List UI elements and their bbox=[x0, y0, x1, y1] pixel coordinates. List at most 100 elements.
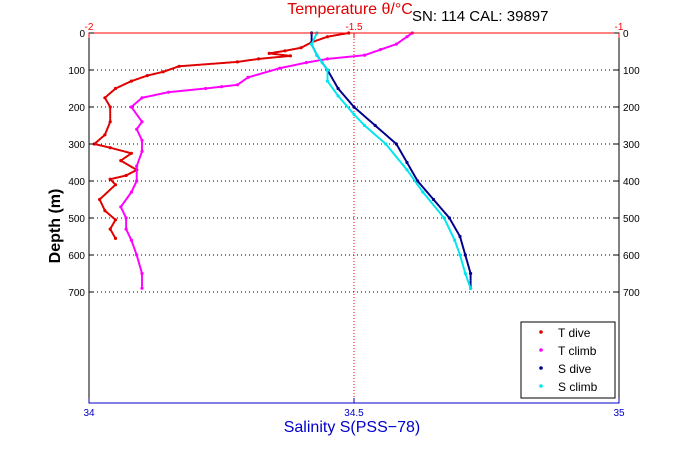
legend-label: S dive bbox=[558, 362, 592, 376]
y-tick-label-left: 100 bbox=[68, 66, 85, 77]
data-point bbox=[135, 253, 139, 257]
data-point bbox=[373, 123, 377, 128]
y-tick-label-left: 500 bbox=[68, 214, 85, 225]
data-point bbox=[394, 142, 398, 146]
data-point bbox=[453, 238, 457, 242]
data-point bbox=[204, 86, 208, 91]
data-point bbox=[421, 190, 425, 194]
data-point bbox=[405, 35, 409, 39]
data-point bbox=[129, 238, 133, 242]
data-point bbox=[363, 123, 367, 128]
data-point bbox=[108, 227, 112, 231]
y-tick-label-left: 200 bbox=[68, 103, 85, 114]
data-point bbox=[140, 120, 144, 124]
data-point bbox=[469, 271, 473, 276]
data-point bbox=[124, 173, 128, 178]
data-point bbox=[431, 197, 436, 202]
data-point bbox=[119, 159, 123, 163]
data-point bbox=[145, 74, 149, 78]
data-point bbox=[129, 79, 133, 83]
data-point bbox=[458, 253, 462, 257]
data-point bbox=[384, 142, 388, 146]
legend-label: T dive bbox=[558, 326, 591, 340]
y-tick-label-right: 0 bbox=[623, 29, 629, 40]
data-point bbox=[310, 42, 314, 46]
data-point bbox=[98, 197, 102, 202]
x-bottom-tick-label: 34 bbox=[83, 408, 95, 419]
data-point bbox=[315, 53, 319, 57]
data-point bbox=[135, 164, 139, 168]
data-point bbox=[140, 271, 144, 276]
data-point bbox=[235, 60, 239, 64]
data-point bbox=[469, 286, 473, 290]
data-point bbox=[235, 83, 239, 87]
data-point bbox=[140, 138, 144, 142]
legend-label: S climb bbox=[558, 380, 598, 394]
data-point bbox=[336, 94, 340, 98]
data-point bbox=[378, 48, 383, 52]
chart-title: Temperature θ/°C bbox=[287, 1, 413, 18]
data-point bbox=[442, 216, 446, 220]
y-tick-label-right: 600 bbox=[623, 251, 640, 262]
data-point bbox=[103, 133, 107, 137]
x-top-tick-label: -2 bbox=[85, 22, 94, 33]
data-point bbox=[119, 205, 123, 209]
data-point bbox=[135, 179, 139, 183]
series-trace bbox=[92, 32, 350, 240]
data-point bbox=[129, 190, 133, 194]
series-s-dive bbox=[310, 31, 473, 290]
y-tick-label-left: 700 bbox=[68, 288, 85, 299]
data-point bbox=[283, 49, 287, 53]
data-point bbox=[108, 105, 112, 109]
x-bottom-tick-label: 34.5 bbox=[344, 408, 364, 419]
data-point bbox=[463, 253, 467, 257]
y-tick-label-right: 400 bbox=[623, 177, 640, 188]
data-point bbox=[140, 286, 144, 290]
data-point bbox=[447, 216, 451, 220]
data-point bbox=[129, 105, 133, 109]
depth-gridlines bbox=[89, 32, 619, 403]
data-point bbox=[463, 271, 467, 276]
data-point bbox=[108, 177, 112, 181]
y-axis-label: Depth (m) bbox=[47, 189, 64, 264]
data-point bbox=[299, 46, 303, 50]
data-point bbox=[113, 236, 118, 240]
data-point bbox=[113, 86, 118, 91]
data-point bbox=[325, 68, 330, 72]
data-point bbox=[140, 149, 144, 153]
data-point bbox=[113, 218, 118, 222]
data-point bbox=[405, 168, 409, 172]
legend-marker bbox=[539, 330, 543, 334]
y-tick-label-left: 400 bbox=[68, 177, 85, 188]
data-point bbox=[177, 64, 181, 68]
data-point bbox=[124, 227, 128, 231]
data-point bbox=[103, 96, 107, 100]
data-point bbox=[246, 75, 250, 79]
data-point bbox=[325, 57, 330, 61]
series-t-climb bbox=[119, 31, 414, 290]
data-point bbox=[352, 105, 356, 109]
y-tick-label-right: 200 bbox=[623, 103, 640, 114]
data-point bbox=[166, 90, 171, 94]
y-tick-label-right: 700 bbox=[623, 288, 640, 299]
legend-label: T climb bbox=[558, 344, 597, 358]
data-point bbox=[352, 112, 356, 116]
data-point bbox=[113, 183, 118, 187]
series-trace bbox=[310, 32, 472, 290]
axis-ticks: 0 0 100 100 200 200 300 300 400 400 500 500 600 600 70… bbox=[68, 22, 640, 419]
data-point bbox=[124, 216, 128, 220]
x-top-tick-label: -1 bbox=[615, 22, 624, 33]
series-t-dive bbox=[92, 31, 351, 240]
data-point bbox=[394, 42, 398, 46]
legend-marker bbox=[539, 348, 543, 352]
legend: T dive T climb S dive S climb bbox=[520, 321, 616, 399]
data-point bbox=[363, 53, 367, 57]
data-marks bbox=[92, 31, 473, 290]
legend-marker bbox=[539, 366, 543, 370]
data-point bbox=[103, 209, 107, 213]
y-tick-label-left: 600 bbox=[68, 251, 85, 262]
legend-box bbox=[520, 321, 616, 399]
data-point bbox=[257, 57, 261, 61]
x-axis-label: Salinity S(PSS−78) bbox=[284, 419, 421, 436]
data-point bbox=[108, 120, 112, 124]
